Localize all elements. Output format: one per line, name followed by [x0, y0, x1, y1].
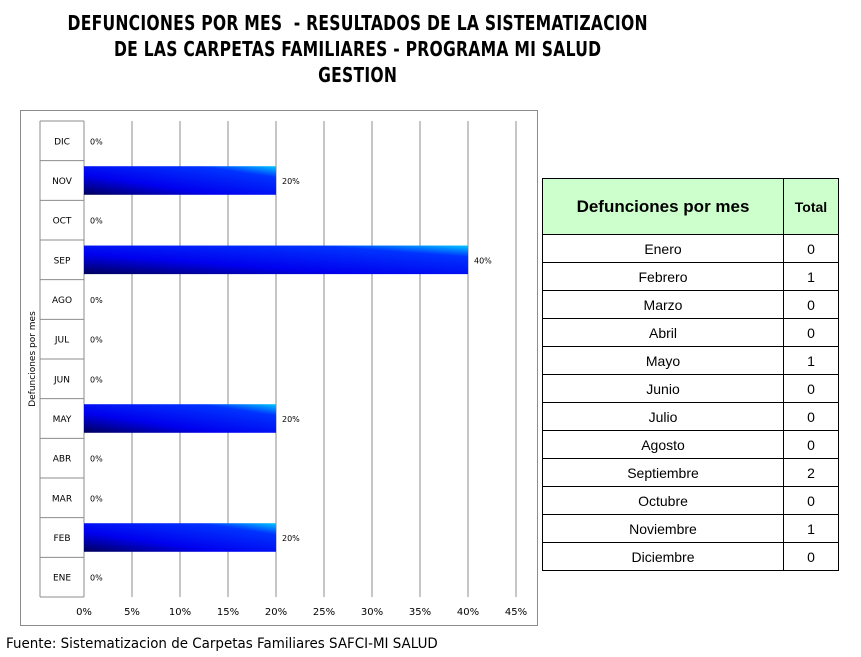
- table-cell-total: 1: [783, 514, 839, 543]
- table-cell-total: 0: [783, 486, 839, 515]
- data-label: 20%: [282, 534, 300, 543]
- header-total: Total: [783, 178, 839, 235]
- category-label: FEB: [53, 534, 70, 544]
- bar-chart: 0% 5% 10% 15% 20% 25% 30% 35% 40% 45% ENE 0% FEB 20% M…: [20, 110, 538, 626]
- table-cell-month: Diciembre: [542, 542, 784, 571]
- table-row: Enero 0: [542, 234, 839, 263]
- table-cell-month: Mayo: [542, 346, 784, 375]
- title-line-2: DE LAS CARPETAS FAMILIARES - PROGRAMA MI…: [113, 37, 602, 61]
- table-header-row: Defunciones por mes Total: [542, 178, 839, 235]
- data-label: 0%: [90, 494, 103, 503]
- table-row: Mayo 1: [542, 346, 839, 375]
- table-cell-month: Febrero: [542, 262, 784, 291]
- table-cell-total: 2: [783, 458, 839, 487]
- table-cell-month: Julio: [542, 402, 784, 431]
- x-tick-label: 0%: [76, 607, 92, 618]
- x-tick-label: 45%: [505, 607, 527, 618]
- data-label: 0%: [90, 375, 103, 384]
- category-label: JUL: [54, 336, 69, 346]
- category-label: NOV: [52, 177, 73, 187]
- x-tick-label: 25%: [313, 607, 335, 618]
- table-cell-total: 0: [783, 318, 839, 347]
- table-cell-total: 0: [783, 430, 839, 459]
- x-tick-label: 20%: [265, 607, 287, 618]
- table-cell-total: 1: [783, 346, 839, 375]
- y-axis-title: Defunciones por mes: [28, 311, 38, 407]
- data-label: 0%: [90, 296, 103, 305]
- data-label: 20%: [282, 415, 300, 424]
- table-row: Febrero 1: [542, 262, 839, 291]
- data-label: 20%: [282, 177, 300, 186]
- table-row: Noviembre 1: [542, 514, 839, 543]
- table-cell-total: 0: [783, 402, 839, 431]
- bar-feb: [84, 523, 276, 552]
- bar-sep: [84, 245, 468, 275]
- bar-may: [84, 404, 276, 433]
- source-note: Fuente: Sistematizacion de Carpetas Fami…: [6, 636, 438, 652]
- table-row: Junio 0: [542, 374, 839, 403]
- category-label: OCT: [53, 217, 72, 227]
- table-row: Julio 0: [542, 402, 839, 431]
- bar-nov: [84, 166, 276, 195]
- table-cell-total: 0: [783, 290, 839, 319]
- category-label: DIC: [54, 137, 70, 147]
- table-cell-total: 0: [783, 374, 839, 403]
- table-cell-month: Abril: [542, 318, 784, 347]
- x-tick-label: 35%: [409, 607, 431, 618]
- title-line-1: DEFUNCIONES POR MES - RESULTADOS DE LA S…: [67, 11, 648, 35]
- x-tick-label: 30%: [361, 607, 383, 618]
- category-label: MAY: [53, 415, 72, 425]
- x-tick-label: 40%: [457, 607, 479, 618]
- table-cell-month: Octubre: [542, 486, 784, 515]
- data-label: 0%: [90, 336, 103, 345]
- category-label: AGO: [52, 296, 72, 306]
- x-tick-label: 15%: [217, 607, 239, 618]
- table-cell-total: 1: [783, 262, 839, 291]
- table-row: Octubre 0: [542, 486, 839, 515]
- table-cell-total: 0: [783, 542, 839, 571]
- category-label: ENE: [53, 574, 71, 584]
- table-cell-month: Enero: [542, 234, 784, 263]
- x-tick-label: 10%: [169, 607, 191, 618]
- table-cell-month: Junio: [542, 374, 784, 403]
- bars: [84, 166, 468, 552]
- title-line-3: GESTION: [318, 63, 398, 87]
- category-label: SEP: [54, 256, 71, 266]
- data-label: 0%: [90, 574, 103, 583]
- table-row: Abril 0: [542, 318, 839, 347]
- data-label: 0%: [90, 137, 103, 146]
- chart-title: DEFUNCIONES POR MES - RESULTADOS DE LA S…: [0, 10, 715, 88]
- table-cell-month: Marzo: [542, 290, 784, 319]
- data-label: 0%: [90, 455, 103, 464]
- deaths-table: Defunciones por mes Total Enero 0 Febrero 1…: [542, 178, 839, 571]
- table-row: Agosto 0: [542, 430, 839, 459]
- table-cell-month: Septiembre: [542, 458, 784, 487]
- table-cell-total: 0: [783, 234, 839, 263]
- data-label: 40%: [474, 256, 492, 265]
- table-body: Enero 0 Febrero 1 Marzo 0 Abril 0 Mayo 1 Junio 0 Jul…: [542, 234, 839, 571]
- table-cell-month: Noviembre: [542, 514, 784, 543]
- x-tick-label: 5%: [124, 607, 140, 618]
- category-label: MAR: [52, 494, 72, 504]
- category-label: JUN: [53, 375, 70, 385]
- grid-lines: [39, 120, 517, 598]
- header-month: Defunciones por mes: [542, 178, 784, 235]
- table-row: Marzo 0: [542, 290, 839, 319]
- data-label: 0%: [90, 217, 103, 226]
- table-row: Septiembre 2: [542, 458, 839, 487]
- labels: 0% 5% 10% 15% 20% 25% 30% 35% 40% 45% ENE 0% FEB 20% M…: [28, 137, 527, 618]
- table-row: Diciembre 0: [542, 542, 839, 571]
- category-label: ABR: [53, 455, 72, 465]
- table-cell-month: Agosto: [542, 430, 784, 459]
